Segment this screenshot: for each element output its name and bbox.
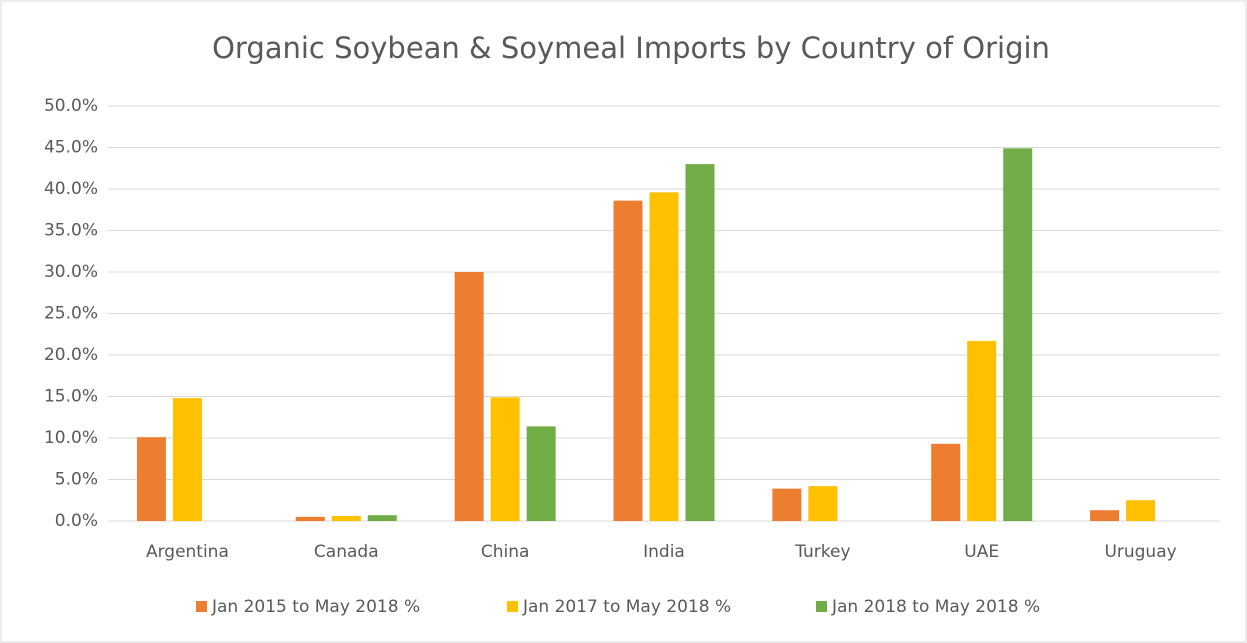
bar xyxy=(1090,510,1120,521)
x-tick-label: UAE xyxy=(964,542,999,562)
bar xyxy=(367,515,397,521)
bar xyxy=(331,516,361,521)
legend-label: Jan 2017 to May 2018 % xyxy=(522,597,731,617)
y-tick-label: 15.0% xyxy=(44,387,98,407)
legend-swatch xyxy=(507,601,518,612)
bar xyxy=(136,437,166,521)
x-tick-label: China xyxy=(481,542,530,562)
y-tick-label: 5.0% xyxy=(55,470,98,490)
legend-swatch xyxy=(196,601,207,612)
bar xyxy=(1126,500,1156,521)
chart-title: Organic Soybean & Soymeal Imports by Cou… xyxy=(212,31,1050,65)
bar xyxy=(649,192,679,521)
y-tick-label: 25.0% xyxy=(44,304,98,324)
bar xyxy=(1003,148,1033,521)
x-tick-label: Uruguay xyxy=(1104,542,1176,562)
y-tick-label: 40.0% xyxy=(44,179,98,199)
bar xyxy=(772,488,802,521)
y-tick-label: 45.0% xyxy=(44,138,98,158)
bar xyxy=(808,486,838,521)
y-tick-label: 20.0% xyxy=(44,345,98,365)
legend-label: Jan 2015 to May 2018 % xyxy=(211,597,420,617)
bar xyxy=(172,398,202,521)
y-tick-label: 35.0% xyxy=(44,221,98,241)
x-tick-label: Argentina xyxy=(146,542,229,562)
bar xyxy=(613,200,643,521)
bar xyxy=(967,340,997,521)
bar xyxy=(295,516,325,521)
y-tick-label: 30.0% xyxy=(44,262,98,282)
bar xyxy=(490,397,520,521)
x-tick-label: India xyxy=(643,542,685,562)
y-tick-label: 50.0% xyxy=(44,96,98,116)
bar xyxy=(685,164,715,521)
y-tick-label: 0.0% xyxy=(55,511,98,531)
bar xyxy=(526,426,556,521)
x-tick-label: Turkey xyxy=(794,542,850,562)
legend-label: Jan 2018 to May 2018 % xyxy=(831,597,1040,617)
y-tick-label: 10.0% xyxy=(44,428,98,448)
x-tick-label: Canada xyxy=(314,542,379,562)
bar xyxy=(454,272,484,521)
legend-swatch xyxy=(816,601,827,612)
bar xyxy=(931,443,961,521)
